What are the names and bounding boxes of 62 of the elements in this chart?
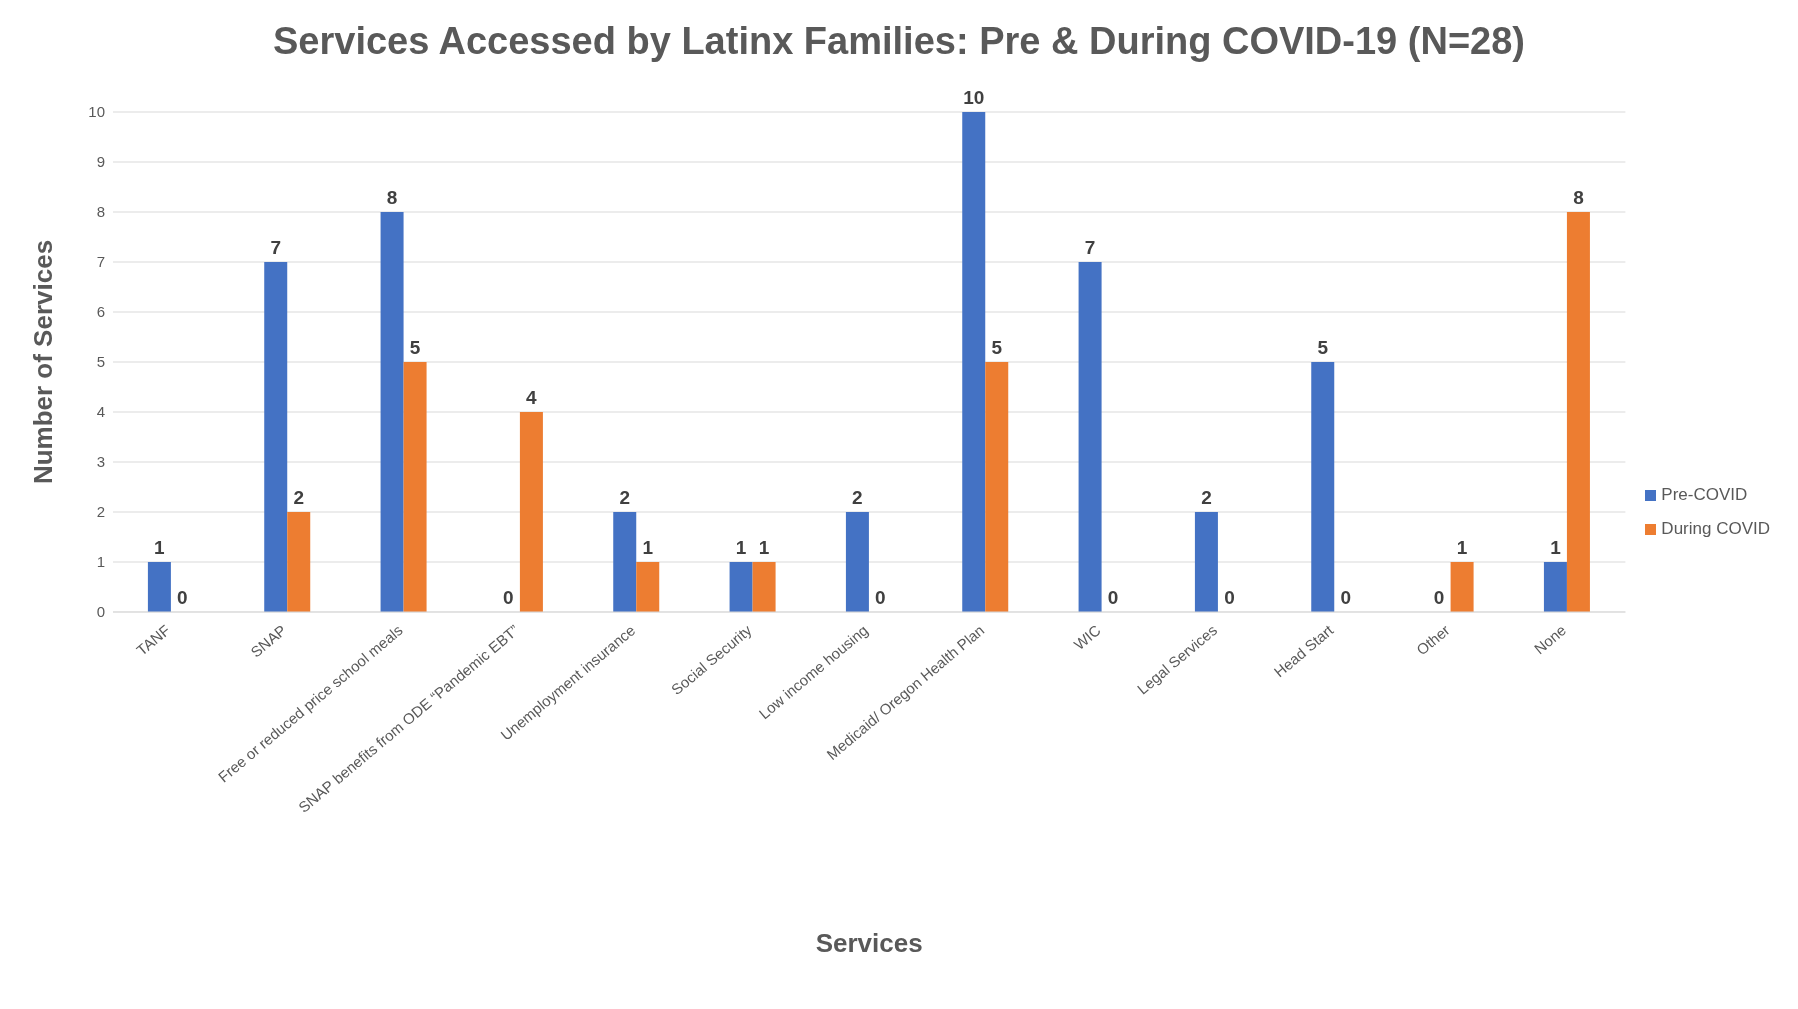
y-tick-label: 10: [88, 103, 105, 121]
bar: [1450, 562, 1474, 612]
data-label: 8: [1573, 187, 1584, 208]
bar: [519, 412, 543, 612]
data-label: 0: [1224, 587, 1235, 608]
chart-title: Services Accessed by Latinx Families: Pre & During COVID-19 (N=28): [272, 20, 1526, 62]
data-label: 2: [293, 487, 305, 508]
data-label: 0: [1107, 587, 1119, 608]
data-label: 1: [642, 537, 654, 558]
data-label: 2: [852, 487, 863, 508]
data-label: 2: [1201, 487, 1212, 508]
data-label: 1: [1456, 537, 1468, 558]
bar: [613, 512, 637, 612]
y-tick-label: 3: [96, 453, 105, 471]
data-label: 0: [177, 587, 188, 608]
data-label: 1: [735, 537, 747, 558]
y-tick-label: 4: [96, 403, 105, 421]
bar: [380, 212, 404, 612]
bar: [1543, 562, 1567, 612]
bar: [403, 362, 427, 612]
bar: [752, 562, 776, 612]
bar: [1078, 262, 1102, 612]
data-label: 1: [1550, 537, 1562, 558]
y-tick-label: 1: [96, 553, 105, 571]
bar: [287, 512, 311, 612]
y-tick-label: 5: [96, 353, 105, 371]
bar: [1311, 362, 1335, 612]
bar: [264, 262, 288, 612]
data-label: 1: [154, 537, 166, 558]
y-tick-label: 8: [96, 203, 105, 221]
y-tick-label: 2: [96, 503, 105, 521]
x-axis-title: Services: [815, 928, 923, 958]
data-label: 0: [503, 587, 514, 608]
y-axis-title: Number of Services: [28, 239, 59, 485]
data-label: 5: [1317, 337, 1329, 358]
data-label: 4: [526, 387, 538, 408]
data-label: 0: [1340, 587, 1352, 608]
legend-label: During COVID: [1660, 519, 1770, 539]
y-tick-label: 7: [96, 253, 105, 271]
bar: [147, 562, 171, 612]
bar: [1194, 512, 1218, 612]
data-label: 5: [409, 337, 421, 358]
y-tick-label: 6: [96, 303, 105, 321]
y-tick-label: 9: [96, 153, 105, 171]
data-label: 2: [619, 487, 631, 508]
bar: [1566, 212, 1590, 612]
data-label: 10: [963, 87, 985, 108]
data-label: 7: [270, 237, 282, 258]
bar: [985, 362, 1009, 612]
data-label: 0: [1433, 587, 1445, 608]
bar: [845, 512, 869, 612]
data-label: 8: [386, 187, 398, 208]
bar: [962, 112, 986, 612]
data-label: 5: [991, 337, 1003, 358]
legend-label: Pre-COVID: [1660, 485, 1749, 505]
bar: [729, 562, 753, 612]
data-label: 0: [875, 587, 886, 608]
data-label: 7: [1084, 237, 1096, 258]
bar: [636, 562, 660, 612]
x-tick-label: WIC: [1070, 621, 1104, 654]
y-tick-label: 0: [96, 603, 105, 621]
data-label: 1: [758, 537, 770, 558]
